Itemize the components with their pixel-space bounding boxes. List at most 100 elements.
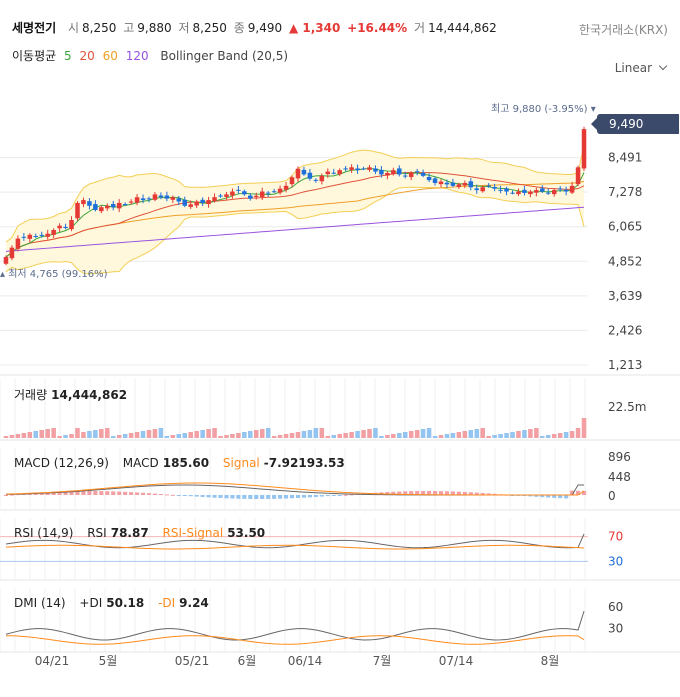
ma60-label[interactable]: 60	[102, 49, 118, 63]
volume-bar	[516, 431, 521, 438]
bollinger-label[interactable]: Bollinger Band (20,5)	[160, 49, 289, 63]
stock-chart[interactable]: 8,491 7,278 6,065 4,852 3,639 2,426 1,213 22.5m…	[0, 90, 680, 697]
candle-body	[51, 230, 56, 235]
volume-bar	[367, 429, 372, 438]
volume-bar	[575, 428, 581, 438]
volume-bar	[522, 430, 527, 438]
high-price-note: 최고 9,880 (-3.95%) ▾	[491, 100, 596, 115]
candle-body	[337, 170, 342, 175]
volume-bar	[206, 429, 211, 438]
macd-histogram-bar	[254, 495, 259, 499]
macd-histogram-bar	[51, 491, 56, 495]
volume-bar	[176, 434, 182, 438]
candle-body	[33, 235, 39, 237]
macd-histogram-bar	[188, 495, 193, 497]
candle-body	[367, 167, 372, 170]
volume-bar	[33, 431, 39, 438]
macd-histogram-bar	[456, 491, 461, 495]
price-tick-label: 7,278	[608, 185, 642, 199]
low-price-note-text: 최저 4,765 (99.16%)	[8, 269, 108, 280]
volume-bar	[236, 433, 241, 438]
macd-histogram-bar	[558, 495, 563, 499]
scale-select[interactable]: Linear	[615, 61, 668, 75]
volume-bar	[337, 434, 342, 438]
volume-bar	[75, 428, 80, 438]
candle-body	[146, 198, 152, 200]
macd-histogram-bar	[87, 491, 92, 495]
candle-body	[534, 190, 539, 193]
macd-histogram-bar	[200, 495, 205, 498]
volume-bar	[27, 432, 33, 438]
candle-body	[289, 177, 295, 185]
price-tick-label: 2,426	[608, 323, 642, 337]
candle-body	[575, 167, 581, 185]
candle-body	[563, 189, 569, 192]
volume-bar	[265, 428, 271, 438]
ma20-line	[5, 171, 585, 258]
volume-panel-value: 14,444,862	[51, 388, 128, 402]
macd-histogram-bar	[438, 491, 444, 495]
ma5-label[interactable]: 5	[64, 49, 72, 63]
macd-histogram-bar	[158, 493, 164, 495]
plus-di-value: 50.18	[106, 596, 145, 610]
candle-body	[254, 195, 259, 197]
bollinger-band-fill	[5, 144, 585, 274]
candle-body	[486, 185, 491, 187]
minus-di-label: -DI	[158, 596, 176, 610]
volume-bar	[152, 429, 158, 438]
volume-label: 거	[414, 21, 426, 35]
ma20-label[interactable]: 20	[79, 49, 95, 63]
stock-name[interactable]: 세명전기	[12, 21, 57, 35]
volume-bar	[397, 433, 402, 438]
candle-body	[504, 188, 509, 192]
candle-body	[343, 168, 348, 170]
candle-body	[99, 207, 104, 212]
macd-tick-label: 896	[608, 450, 631, 464]
volume-bar	[569, 431, 575, 438]
macd-histogram-bar	[486, 493, 491, 495]
macd-histogram-bar	[99, 491, 104, 495]
rsi-tick-label: 30	[608, 554, 623, 568]
candle-body	[122, 204, 128, 206]
volume-bar	[63, 435, 68, 438]
macd-histogram-bar	[534, 495, 539, 497]
x-axis-label: 07/14	[439, 654, 474, 668]
candle-body	[379, 169, 384, 175]
volume-bar	[581, 418, 587, 438]
candle-body	[69, 220, 74, 230]
volume-bar	[51, 428, 56, 438]
macd-histogram-bar	[546, 495, 551, 498]
ma120-label[interactable]: 120	[125, 49, 149, 63]
candle-body	[361, 168, 366, 170]
candle-body	[283, 185, 289, 190]
candle-body	[402, 175, 408, 177]
volume-bar	[242, 432, 247, 438]
volume-bar	[39, 430, 44, 438]
candle-body	[450, 182, 456, 186]
candle-body	[158, 195, 164, 198]
candle-body	[277, 188, 283, 193]
macd-histogram-bar	[516, 495, 521, 496]
macd-histogram-bar	[224, 495, 229, 499]
candle-body	[242, 191, 247, 195]
volume-bar	[81, 432, 86, 438]
volume-bar	[230, 434, 235, 438]
candle-body	[581, 129, 587, 169]
candle-body	[206, 200, 211, 205]
candle-body	[349, 167, 354, 170]
ma-legend[interactable]: 이동평균 5 20 60 120 Bollinger Band (20,5)	[12, 47, 292, 64]
macd-histogram-bar	[444, 491, 450, 495]
macd-series-label: MACD	[122, 456, 159, 470]
plus-di-line	[5, 610, 585, 641]
volume-bar	[546, 435, 551, 438]
volume-bar	[164, 436, 170, 438]
rsi-value: 78.87	[110, 526, 149, 540]
macd-histogram-bar	[272, 495, 277, 499]
price-tick-label: 3,639	[608, 289, 642, 303]
volume-bar	[438, 435, 444, 438]
candle-body	[331, 172, 336, 174]
candle-body	[432, 178, 438, 183]
close-value: 9,490	[247, 21, 283, 35]
macd-histogram-bar	[152, 493, 158, 495]
candle-body	[259, 191, 265, 197]
